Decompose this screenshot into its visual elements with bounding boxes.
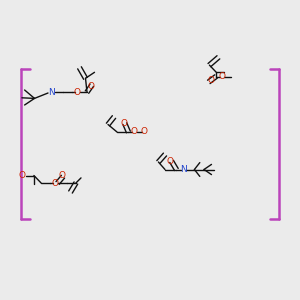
Text: N: N xyxy=(180,165,186,174)
Text: O: O xyxy=(167,157,174,166)
Text: O: O xyxy=(120,119,127,128)
Text: O: O xyxy=(207,76,214,85)
Text: O: O xyxy=(218,72,226,81)
Text: O: O xyxy=(87,82,94,91)
Text: O: O xyxy=(58,171,66,180)
Text: O: O xyxy=(140,128,148,136)
Text: O: O xyxy=(51,178,58,188)
Text: O: O xyxy=(74,88,81,97)
Text: N: N xyxy=(48,88,54,97)
Text: O: O xyxy=(130,128,138,136)
Text: O: O xyxy=(18,171,26,180)
